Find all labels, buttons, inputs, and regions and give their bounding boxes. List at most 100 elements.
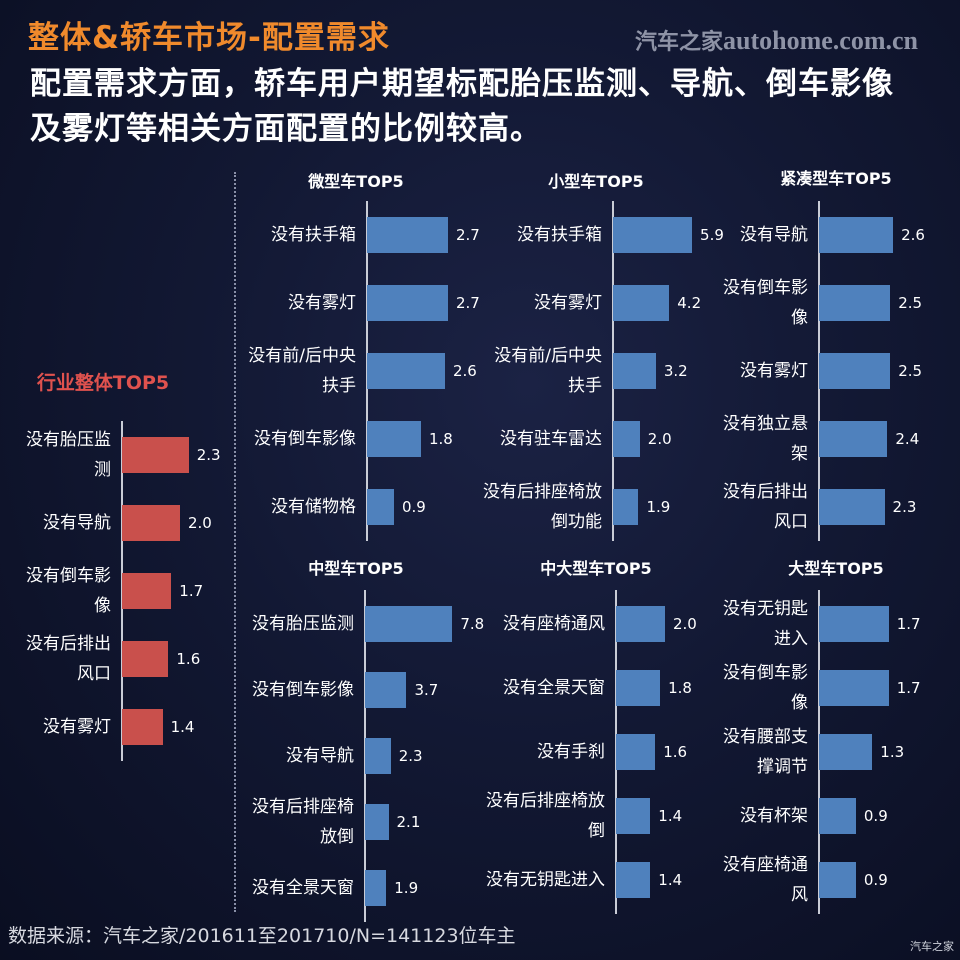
section-divider <box>234 172 236 912</box>
category-label: 没有倒车影像 <box>254 429 356 449</box>
value-label: 2.5 <box>898 294 923 312</box>
category-label: 没有杯架 <box>740 806 808 826</box>
category-label: 没有导航 <box>43 513 111 533</box>
category-label: 没有后排座椅放倒功能 <box>483 482 602 532</box>
bar <box>365 672 407 708</box>
bar <box>613 217 693 253</box>
page-title: 整体&轿车市场-配置需求 <box>28 20 390 56</box>
bar <box>122 709 163 745</box>
category-label: 没有腰部支撑调节 <box>723 727 808 777</box>
category-label: 没有导航 <box>740 225 808 245</box>
value-label: 1.7 <box>896 615 921 633</box>
bar <box>367 489 394 525</box>
chart-title: 小型车TOP5 <box>548 172 644 191</box>
category-label: 没有全景天窗 <box>252 878 354 898</box>
bar <box>367 421 421 457</box>
value-label: 2.1 <box>396 813 421 831</box>
category-label: 没有手刹 <box>537 742 605 762</box>
value-label: 0.9 <box>863 807 888 825</box>
category-label: 没有储物格 <box>271 497 356 517</box>
value-label: 2.3 <box>196 446 221 464</box>
bar <box>122 573 172 609</box>
bar <box>819 489 885 525</box>
category-label: 没有雾灯 <box>288 293 356 313</box>
value-label: 1.7 <box>896 679 921 697</box>
value-label: 2.0 <box>673 615 697 633</box>
value-label: 1.9 <box>394 879 419 897</box>
category-label: 没有前/后中央扶手 <box>494 346 602 396</box>
category-label: 没有无钥匙进入 <box>486 870 605 890</box>
bar <box>613 353 656 389</box>
bar <box>122 437 189 473</box>
value-label: 2.6 <box>453 362 477 380</box>
watermark-en: autohome.com.cn <box>723 26 918 55</box>
value-label: 2.3 <box>892 498 917 516</box>
category-label: 没有后排座椅放倒 <box>252 797 354 847</box>
category-label: 没有座椅通风 <box>723 855 808 905</box>
value-label: 0.9 <box>402 498 426 516</box>
bar <box>616 798 651 834</box>
value-label: 1.9 <box>646 498 671 516</box>
chart-title: 大型车TOP5 <box>788 559 884 578</box>
chart-title: 行业整体TOP5 <box>36 372 170 394</box>
bar <box>365 870 387 906</box>
value-label: 1.8 <box>668 679 692 697</box>
bar <box>122 641 169 677</box>
bar <box>367 217 448 253</box>
corner-watermark: 汽车之家 <box>910 940 954 953</box>
bar <box>365 738 391 774</box>
bar <box>616 734 656 770</box>
category-label: 没有胎压监测 <box>26 430 111 480</box>
category-label: 没有全景天窗 <box>503 678 605 698</box>
category-label: 没有胎压监测 <box>252 614 354 634</box>
bar <box>613 421 640 457</box>
category-label: 没有后排座椅放倒 <box>486 791 605 841</box>
category-label: 没有座椅通风 <box>503 614 605 634</box>
chart-midlarge: 中大型车TOP5 没有座椅通风 2.0 没有全景天窗 1.8 没有手刹 1.6 没有后排座椅放… <box>476 555 716 935</box>
category-label: 没有雾灯 <box>534 293 602 313</box>
value-label: 3.7 <box>414 681 439 699</box>
value-label: 2.7 <box>456 294 480 312</box>
value-label: 2.4 <box>895 430 920 448</box>
chart-title: 紧凑型车TOP5 <box>780 169 892 188</box>
category-label: 没有前/后中央扶手 <box>248 346 356 396</box>
category-label: 没有倒车影像 <box>723 663 808 713</box>
bar <box>819 670 889 706</box>
chart-title: 中型车TOP5 <box>308 559 404 578</box>
bar <box>613 285 670 321</box>
data-source-note: 数据来源：汽车之家/201611至201710/N=141123位车主 <box>8 925 516 947</box>
value-label: 2.3 <box>398 747 423 765</box>
value-label: 2.6 <box>901 226 925 244</box>
category-label: 没有扶手箱 <box>271 225 356 245</box>
bar <box>819 353 891 389</box>
chart-mid: 中型车TOP5 没有胎压监测 7.8 没有倒车影像 3.7 没有导航 2.3 没有后排座椅放倒… <box>236 555 484 935</box>
bar <box>613 489 639 525</box>
category-label: 没有导航 <box>286 746 354 766</box>
bar <box>367 285 448 321</box>
value-label: 1.4 <box>658 807 683 825</box>
value-label: 1.7 <box>179 582 204 600</box>
bar <box>616 606 665 642</box>
bar <box>616 670 661 706</box>
page-subtitle: 配置需求方面，轿车用户期望标配胎压监测、导航、倒车影像及雾灯等相关方面配置的比例… <box>30 66 894 147</box>
value-label: 1.6 <box>176 650 201 668</box>
category-label: 没有扶手箱 <box>517 225 602 245</box>
value-label: 4.2 <box>677 294 702 312</box>
category-label: 没有独立悬架 <box>723 414 808 464</box>
category-label: 没有雾灯 <box>740 361 808 381</box>
bar <box>367 353 445 389</box>
chart-overall: 行业整体TOP5 没有胎压监测 2.3 没有导航 2.0 没有倒车影像 1.7 没有后排出风口… <box>0 368 230 761</box>
bar <box>819 798 856 834</box>
value-label: 1.8 <box>429 430 453 448</box>
value-label: 1.4 <box>170 718 195 736</box>
watermark-cn: 汽车之家 <box>635 30 724 55</box>
category-label: 没有倒车影像 <box>723 278 808 328</box>
value-label: 2.0 <box>647 430 672 448</box>
bar <box>819 862 856 898</box>
bar <box>819 217 894 253</box>
chart-compact: 紧凑型车TOP5 没有导航 2.6 没有倒车影像 2.5 没有雾灯 2.5 没有独立悬架 2.4… <box>716 165 956 545</box>
value-label: 3.2 <box>663 362 688 380</box>
category-label: 没有无钥匙进入 <box>723 599 808 649</box>
value-label: 1.4 <box>658 871 683 889</box>
bar <box>819 285 891 321</box>
